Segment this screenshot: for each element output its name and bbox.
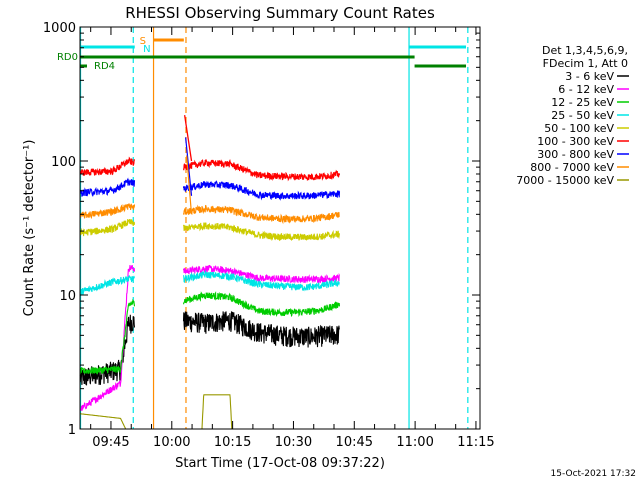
x-axis-label: Start Time (17-Oct-08 09:37:22)	[175, 456, 385, 471]
rd0-label: RD0	[57, 52, 78, 63]
series-trace-300-800-kev	[79, 177, 341, 201]
x-tick-label: 09:45	[92, 435, 129, 450]
legend-label: 300 - 800 keV	[537, 148, 614, 161]
s-label: S	[140, 36, 146, 47]
legend-label: 3 - 6 keV	[565, 70, 614, 83]
legend-label: 25 - 50 keV	[551, 109, 614, 122]
y-tick-label: 1	[68, 423, 76, 438]
x-tick-label: 10:00	[153, 435, 190, 450]
legend-label: 7000 - 15000 keV	[516, 174, 614, 187]
series-trace-800-7000-kev	[79, 203, 340, 225]
y-tick-label: 1000	[43, 21, 76, 36]
legend-label: 800 - 7000 keV	[530, 161, 614, 174]
legend-label: 12 - 25 keV	[551, 96, 614, 109]
axes: 1 10 100 1000 09:45 10:00 10:15 10:30 10:45 11:00…	[43, 21, 495, 450]
series-trace-100-300-kev	[79, 156, 341, 182]
series-trace-50-100-kev	[79, 219, 341, 242]
plot-frame	[79, 26, 481, 430]
footer-date: 15-Oct-2021 17:32	[551, 469, 636, 479]
x-tick-label: 10:15	[214, 435, 251, 450]
legend-header-line-1: Det 1,3,4,5,6,9,	[542, 44, 628, 57]
flare-spike-orange	[186, 155, 193, 215]
series-trace-6-12-kev	[79, 264, 340, 412]
series-trace-3-6-kev	[79, 311, 340, 386]
flare-spike-blue	[185, 137, 193, 196]
chart-title: RHESSI Observing Summary Count Rates	[125, 4, 435, 22]
y-tick-label: 100	[51, 155, 76, 170]
series-trace-12-25-kev	[79, 291, 341, 375]
x-tick-label: 10:30	[275, 435, 312, 450]
flare-spike-red	[183, 115, 193, 162]
y-tick-label: 10	[59, 289, 76, 304]
legend-label: 100 - 300 keV	[537, 135, 614, 148]
x-tick-label: 11:00	[396, 435, 433, 450]
x-tick-label: 10:45	[336, 435, 373, 450]
legend-label: 50 - 100 keV	[544, 122, 614, 135]
x-tick-label: 11:15	[457, 435, 494, 450]
series-trace-25-50-kev	[79, 269, 340, 295]
n-label: N	[143, 44, 150, 55]
legend-header-line-2: FDecim 1, Att 0	[543, 57, 628, 70]
y-axis-label: Count Rate (s⁻¹ detector⁻¹)	[22, 140, 37, 317]
legend-label: 6 - 12 keV	[558, 83, 614, 96]
rd4-label: RD4	[94, 61, 115, 72]
